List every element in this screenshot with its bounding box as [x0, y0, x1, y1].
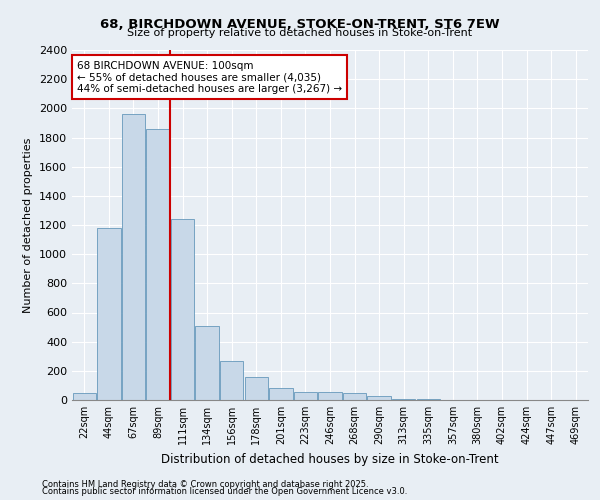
Bar: [392, 398, 415, 400]
Bar: [294, 392, 317, 400]
Bar: [245, 378, 268, 400]
Bar: [146, 129, 170, 400]
Bar: [171, 219, 194, 400]
Bar: [122, 114, 145, 400]
Bar: [319, 392, 341, 400]
Bar: [97, 228, 121, 400]
Text: Size of property relative to detached houses in Stoke-on-Trent: Size of property relative to detached ho…: [127, 28, 473, 38]
Bar: [269, 388, 293, 400]
Y-axis label: Number of detached properties: Number of detached properties: [23, 138, 34, 312]
Text: 68 BIRCHDOWN AVENUE: 100sqm
← 55% of detached houses are smaller (4,035)
44% of : 68 BIRCHDOWN AVENUE: 100sqm ← 55% of det…: [77, 60, 342, 94]
X-axis label: Distribution of detached houses by size in Stoke-on-Trent: Distribution of detached houses by size …: [161, 452, 499, 466]
Bar: [367, 396, 391, 400]
Text: Contains public sector information licensed under the Open Government Licence v3: Contains public sector information licen…: [42, 487, 407, 496]
Text: Contains HM Land Registry data © Crown copyright and database right 2025.: Contains HM Land Registry data © Crown c…: [42, 480, 368, 489]
Bar: [220, 362, 244, 400]
Bar: [196, 326, 219, 400]
Bar: [73, 392, 96, 400]
Bar: [343, 392, 366, 400]
Text: 68, BIRCHDOWN AVENUE, STOKE-ON-TRENT, ST6 7EW: 68, BIRCHDOWN AVENUE, STOKE-ON-TRENT, ST…: [100, 18, 500, 30]
